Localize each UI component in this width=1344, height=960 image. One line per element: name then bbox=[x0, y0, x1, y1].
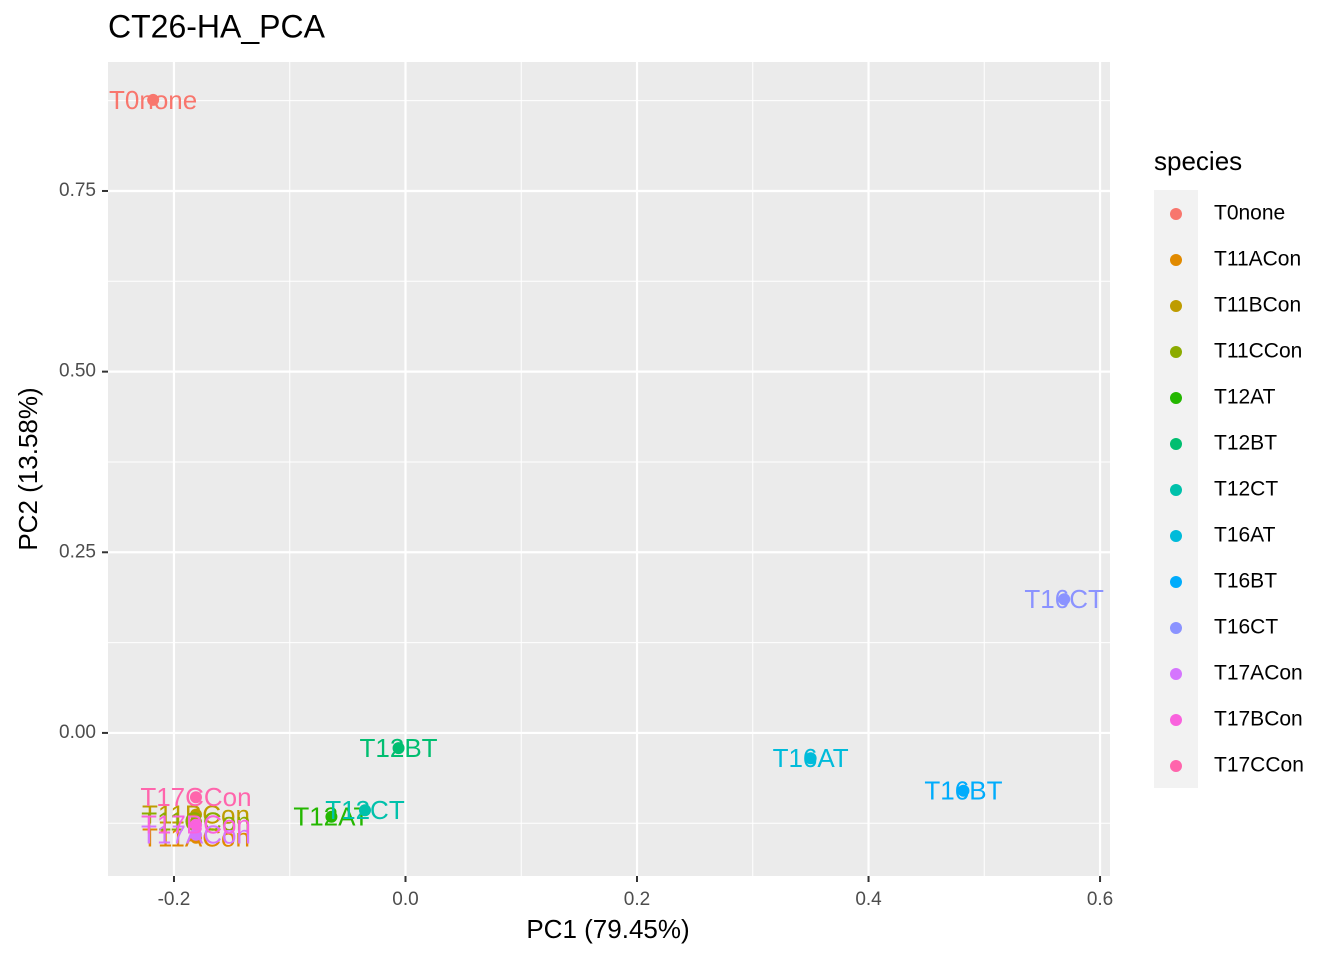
legend-key bbox=[1170, 208, 1182, 220]
point bbox=[325, 810, 338, 823]
panel bbox=[108, 62, 1110, 876]
point-label: T16CT bbox=[1024, 584, 1104, 614]
x-tick-label: 0.0 bbox=[392, 889, 418, 910]
legend-key bbox=[1170, 622, 1182, 634]
legend-key bbox=[1170, 668, 1182, 680]
legend-label: T16AT bbox=[1214, 524, 1276, 547]
point bbox=[1058, 593, 1071, 606]
legend-key bbox=[1170, 484, 1182, 496]
legend-key bbox=[1170, 576, 1182, 588]
point-label: T12CT bbox=[325, 795, 405, 825]
y-axis-label: PC2 (13.58%) bbox=[13, 387, 43, 550]
legend-label: T11ACon bbox=[1214, 248, 1301, 271]
legend-label: T17CCon bbox=[1214, 754, 1304, 777]
point-label: T0none bbox=[109, 85, 197, 115]
legend-key bbox=[1170, 438, 1182, 450]
x-axis-label: PC1 (79.45%) bbox=[526, 914, 689, 944]
x-tick-label: 0.2 bbox=[624, 889, 650, 910]
y-tick-label: 0.00 bbox=[59, 722, 96, 743]
legend-key bbox=[1170, 530, 1182, 542]
point-label: T16BT bbox=[924, 776, 1002, 806]
legend-label: T12BT bbox=[1214, 432, 1277, 455]
point bbox=[392, 742, 405, 755]
legend-label: T0none bbox=[1214, 202, 1285, 225]
point-label: T12BT bbox=[360, 733, 438, 763]
x-tick-label: -0.2 bbox=[158, 889, 191, 910]
point bbox=[189, 828, 202, 841]
legend-label: T17ACon bbox=[1214, 662, 1303, 685]
x-tick-label: 0.4 bbox=[855, 889, 882, 910]
chart-title: CT26-HA_PCA bbox=[108, 8, 326, 44]
legend-label: T11BCon bbox=[1214, 294, 1301, 317]
x-tick-label: 0.6 bbox=[1087, 889, 1113, 910]
y-tick-label: 0.50 bbox=[59, 361, 96, 382]
legend-label: T11CCon bbox=[1214, 340, 1302, 363]
legend-label: T17BCon bbox=[1214, 708, 1303, 731]
legend-key bbox=[1170, 760, 1182, 772]
legend-label: T12CT bbox=[1214, 478, 1278, 501]
point-label: T16AT bbox=[773, 743, 849, 773]
legend-title: species bbox=[1154, 146, 1242, 176]
legend-key bbox=[1170, 346, 1182, 358]
point bbox=[358, 804, 371, 817]
point bbox=[189, 791, 202, 804]
legend-key bbox=[1170, 300, 1182, 312]
legend-key bbox=[1170, 392, 1182, 404]
legend-label: T12AT bbox=[1214, 386, 1276, 409]
point bbox=[804, 752, 817, 765]
legend-label: T16CT bbox=[1214, 616, 1278, 639]
point bbox=[957, 784, 970, 797]
legend-key bbox=[1170, 714, 1182, 726]
point bbox=[189, 818, 202, 831]
legend-key bbox=[1170, 254, 1182, 266]
y-tick-label: 0.25 bbox=[59, 541, 96, 562]
point-label: T17CCon bbox=[140, 782, 251, 812]
y-tick-label: 0.75 bbox=[59, 180, 96, 201]
point bbox=[147, 93, 160, 106]
legend-label: T16BT bbox=[1214, 570, 1277, 593]
point-label: T17BCon bbox=[141, 810, 251, 840]
point-label: T12AT bbox=[293, 802, 369, 832]
